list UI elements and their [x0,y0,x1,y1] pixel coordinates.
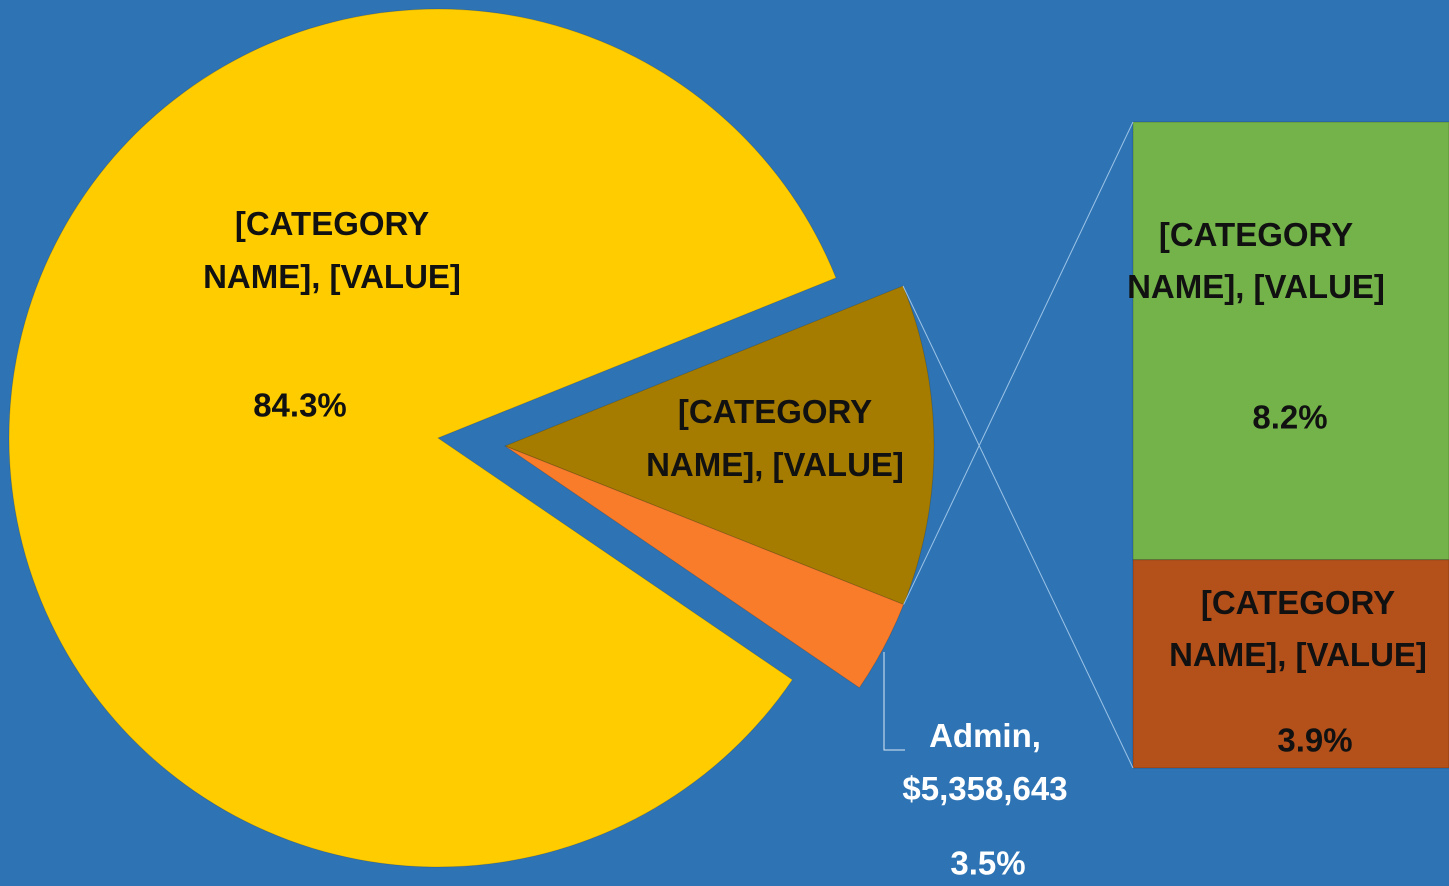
leader-line [883,652,905,751]
bar-value-label: 3.9% [1277,722,1352,759]
slice-label: [CATEGORY NAME], [VALUE] [203,205,461,295]
slice-label: Admin, $5,358,643 [902,717,1067,807]
pie-slice [8,8,837,868]
bar-value-label: 8.2% [1252,399,1327,436]
bar-segment [1132,121,1449,561]
slice-value-label: 3.5% [950,845,1025,882]
connector-line [903,121,1134,605]
bar-label: [CATEGORY NAME], [VALUE] [1127,216,1385,305]
slice-value-label: 84.3% [253,387,347,424]
slice-label: [CATEGORY NAME], [VALUE] [646,393,904,483]
bar-label: [CATEGORY NAME], [VALUE] [1169,584,1427,673]
connector-line [902,285,1134,769]
pie-slice [503,285,935,606]
pie-slice [504,445,905,689]
bar-segment [1132,559,1449,769]
